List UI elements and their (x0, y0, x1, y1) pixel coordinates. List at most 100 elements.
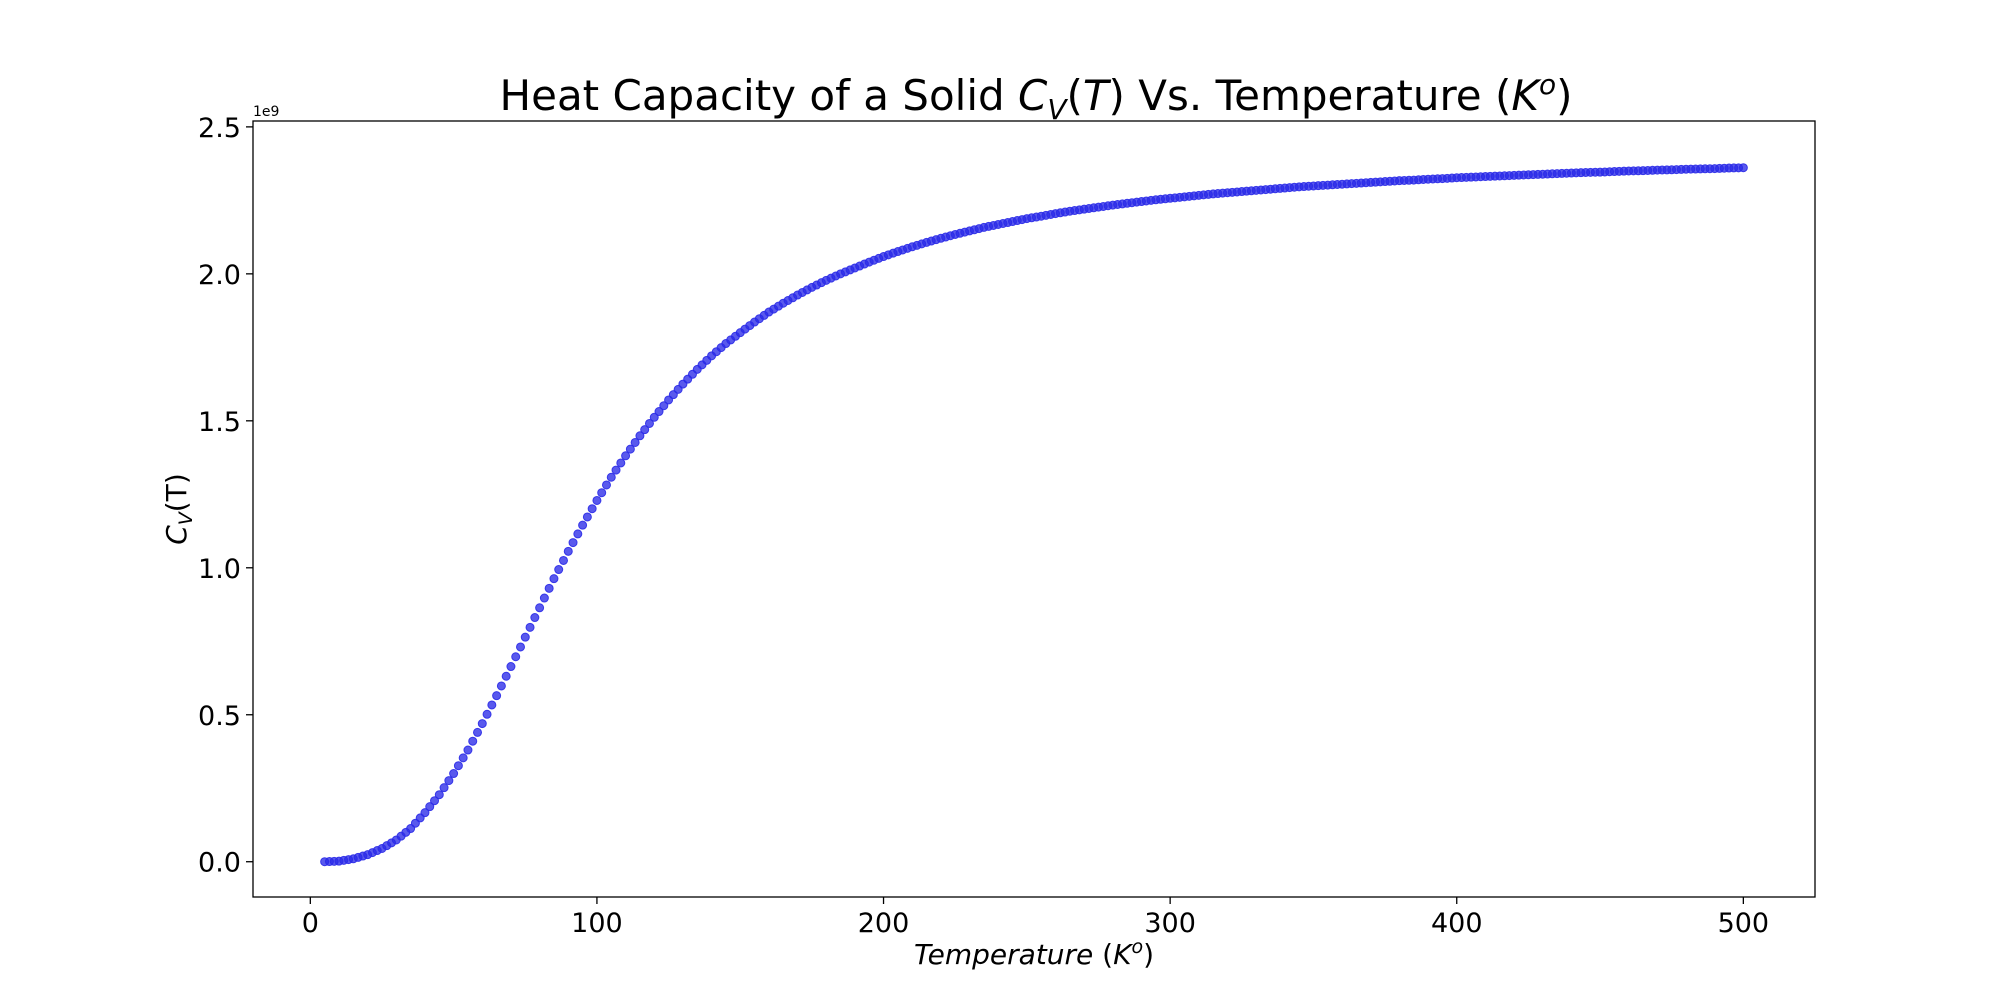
data-point (649, 412, 659, 422)
y-axis: 0.0 0.5 1.0 1.5 2.0 2.5 (198, 113, 253, 879)
data-point-interp (673, 384, 683, 394)
y-tick-label: 1.5 (198, 407, 241, 438)
y-axis-label-symbol: C (160, 525, 193, 545)
data-point-interp (1619, 166, 1629, 176)
chart-title: Heat Capacity of a Solid CV(T) Vs. Tempe… (500, 68, 1573, 126)
data-point-interp (960, 227, 970, 237)
y-tick-label: 2.5 (198, 113, 241, 144)
chart-title-middle: Vs. Temperature ( (1125, 71, 1511, 120)
data-point-interp (1504, 171, 1514, 181)
data-point (563, 546, 573, 556)
data-point-interp (1490, 171, 1500, 181)
data-point-interp (439, 783, 449, 793)
data-point (449, 769, 459, 779)
data-series (320, 163, 1748, 867)
data-point-interp (558, 555, 568, 565)
x-tick-label: 100 (571, 908, 623, 939)
chart-title-arg: T (1083, 71, 1112, 120)
data-point-interp (1060, 207, 1070, 217)
data-point-interp (453, 761, 463, 771)
data-point-interp (1218, 188, 1228, 198)
chart-title-close: ) (1109, 71, 1125, 120)
data-point-interp (444, 776, 454, 786)
data-point (520, 632, 530, 642)
data-point-interp (1476, 172, 1486, 182)
data-point-interp (1175, 192, 1185, 202)
data-point-interp (1117, 199, 1127, 209)
data-point-interp (530, 613, 540, 623)
data-point-interp (358, 851, 368, 861)
data-point-interp (1347, 179, 1357, 189)
data-point-interp (1160, 194, 1170, 204)
data-point-interp (1719, 163, 1729, 173)
data-point-interp (1103, 201, 1113, 211)
chart-title-unit: K (1511, 71, 1542, 120)
data-point-interp (425, 802, 435, 812)
data-point-interp (1189, 191, 1199, 201)
data-point-interp (1261, 185, 1271, 195)
x-tick-label: 500 (1718, 908, 1770, 939)
data-point-interp (1246, 186, 1256, 196)
data-point-interp (931, 235, 941, 245)
data-point-interp (573, 529, 583, 539)
data-point-interp (1447, 173, 1457, 183)
x-tick-label: 200 (858, 908, 910, 939)
x-axis-label-open: ( (1093, 938, 1113, 971)
data-point-interp (988, 220, 998, 230)
y-axis-label-arg: (T) (160, 473, 193, 512)
data-point-interp (1562, 168, 1572, 178)
data-point-interp (597, 488, 607, 498)
chart-title-symbol: C (1018, 71, 1048, 120)
data-point-interp (1275, 183, 1285, 193)
data-point-interp (1519, 170, 1529, 180)
data-point-interp (1318, 180, 1328, 190)
data-point (592, 495, 602, 505)
data-point-interp (372, 846, 382, 856)
data-point-interp (387, 838, 397, 848)
data-point-interp (501, 671, 511, 681)
data-point (535, 603, 545, 613)
data-point (506, 662, 516, 672)
chart-title-suffix: ) (1556, 71, 1572, 120)
data-point-interp (917, 239, 927, 249)
y-axis-label: CV(T) (160, 473, 197, 545)
x-axis-label-close: ) (1143, 938, 1154, 971)
data-point-interp (554, 565, 564, 575)
data-point (549, 574, 559, 584)
plot-frame (252, 120, 1816, 898)
chart-title-subscript: V (1047, 93, 1068, 126)
data-point-interp (1734, 163, 1744, 173)
data-point-interp (1146, 195, 1156, 205)
data-point-interp (788, 293, 798, 303)
data-point-interp (730, 331, 740, 341)
data-point-interp (473, 727, 483, 737)
data-point-interp (1132, 197, 1142, 207)
data-point-interp (1003, 218, 1013, 228)
data-point (621, 451, 631, 461)
data-point-interp (611, 465, 621, 475)
data-point-interp (1691, 164, 1701, 174)
data-point-interp (1605, 167, 1615, 177)
data-point (492, 691, 502, 701)
data-point-interp (702, 355, 712, 365)
data-point-interp (1433, 174, 1443, 184)
y-axis-label-subscript: V (175, 510, 197, 525)
data-point-interp (544, 583, 554, 593)
data-point-interp (874, 253, 884, 263)
data-point-interp (845, 265, 855, 275)
data-point-interp (1375, 177, 1385, 187)
data-point-interp (716, 343, 726, 353)
data-point (477, 719, 487, 729)
data-point-interp (525, 622, 535, 632)
y-tick-label: 1.0 (198, 554, 241, 585)
data-point-interp (1232, 187, 1242, 197)
data-point-interp (482, 709, 492, 719)
data-point-interp (468, 736, 478, 746)
data-point-interp (1203, 189, 1213, 199)
data-point (463, 745, 473, 755)
data-point-interp (616, 458, 626, 468)
data-point-interp (496, 681, 506, 691)
data-point-interp (511, 652, 521, 662)
